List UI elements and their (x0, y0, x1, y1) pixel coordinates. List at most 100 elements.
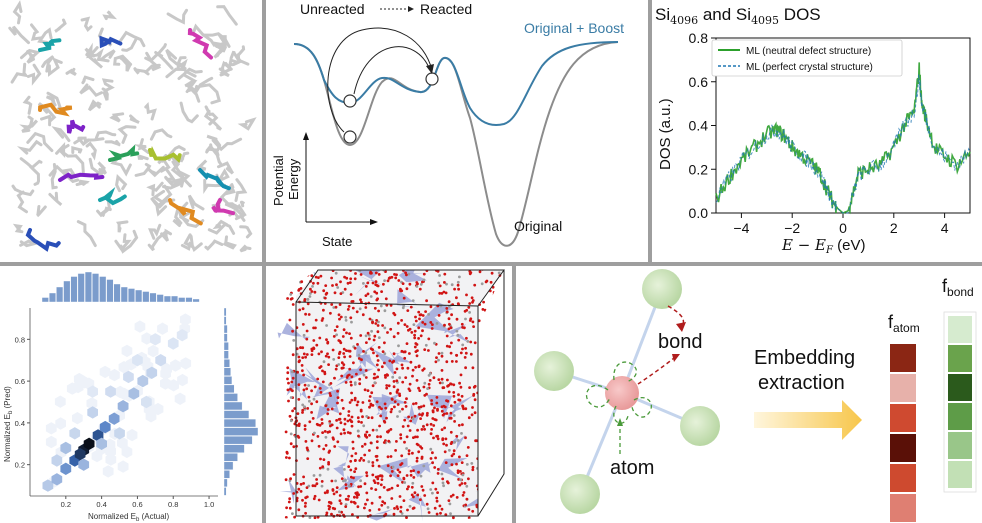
cube-particle (293, 407, 297, 410)
cube-particle (496, 359, 500, 363)
cube-particle (357, 434, 360, 438)
top-hist-bar (41, 297, 49, 303)
cube-particle (493, 344, 497, 348)
gray-chain (175, 151, 190, 165)
cube-particle (392, 352, 396, 356)
cube-particle (358, 270, 362, 273)
original-boost-label: Original + Boost (524, 20, 624, 36)
cube-particle (330, 276, 333, 280)
cube-particle (310, 402, 313, 406)
cube-particle (460, 394, 464, 398)
cube-particle (351, 306, 355, 310)
gray-chain (96, 206, 112, 218)
cube-particle (318, 387, 322, 390)
cube-particle (402, 296, 406, 300)
cube-particle (424, 343, 428, 347)
cube-particle (492, 326, 496, 329)
colored-chain (66, 119, 86, 134)
gray-chain (12, 223, 24, 234)
gray-chain (203, 178, 227, 195)
cube-particle (386, 331, 389, 334)
cube-particle (491, 336, 494, 340)
cube-particle (402, 350, 406, 354)
f-atom-cell (890, 464, 916, 492)
cube-particle (506, 362, 509, 365)
cube-particle (495, 458, 499, 462)
cube-particle (365, 474, 369, 478)
cube-particle (497, 401, 500, 405)
cube-particle (493, 440, 497, 443)
cube-particle (303, 266, 306, 268)
cube-particle (400, 462, 404, 465)
cube-particle (289, 477, 292, 481)
gray-chain (84, 42, 96, 59)
cube-region (477, 466, 503, 476)
parity-y-tick-label: 0.2 (15, 461, 25, 470)
cube-particle (490, 306, 494, 309)
cube-particle (339, 432, 343, 436)
cube-particle (337, 418, 341, 421)
cube-particle (467, 306, 471, 309)
cube-particle (290, 266, 293, 269)
cube-particle (416, 443, 420, 447)
cube-particle (342, 352, 346, 355)
cube-particle (289, 419, 293, 423)
cube-particle (495, 298, 499, 301)
cube-particle (434, 487, 438, 491)
cube-particle (420, 428, 424, 431)
cube-region (300, 371, 339, 399)
cube-particle (287, 381, 290, 385)
cube-particle (339, 315, 343, 319)
cube-particle (289, 387, 292, 391)
cube-particle (400, 454, 404, 458)
cube-particle (396, 468, 400, 472)
cube-particle (411, 417, 415, 421)
cube-particle (366, 498, 369, 502)
cube-particle (435, 512, 439, 516)
top-hist-bar (99, 276, 107, 303)
hexbin-cell (137, 374, 149, 388)
cube-region (437, 458, 468, 479)
y-tick-label: 0.4 (689, 118, 709, 134)
cube-particle (412, 506, 416, 510)
cube-particle (368, 433, 371, 437)
cube-particle (308, 295, 312, 298)
cube-particle (408, 382, 412, 386)
cube-particle (315, 478, 318, 481)
cube-particle (471, 465, 475, 469)
cube-particle (449, 430, 453, 434)
cube-particle (378, 424, 381, 428)
cube-particle (303, 424, 307, 428)
cube-particle (343, 275, 346, 279)
cube-particle (369, 295, 373, 298)
cube-particle (328, 422, 332, 425)
parity-hexbin-chart: 0.2 0.4 0.6 0.8 1.0 0.2 0.4 0.6 0.8 Normalized E… (3, 271, 259, 523)
cube-particle (365, 430, 369, 434)
cube-particle (305, 387, 309, 391)
cube-particle (364, 306, 368, 309)
cube-particle (297, 436, 301, 439)
cube-particle (442, 290, 446, 294)
cube-particle (432, 436, 435, 440)
cube-particle (350, 375, 354, 379)
cube-particle (504, 445, 507, 448)
cube-particle (412, 476, 416, 479)
gray-chain (22, 95, 33, 115)
right-hist-bar (223, 333, 228, 342)
cube-particle (322, 458, 326, 461)
cube-particle (396, 484, 400, 487)
cube-particle (388, 359, 392, 363)
hexbin-cell (152, 402, 164, 416)
cube-particle (291, 303, 295, 306)
cube-particle (455, 360, 458, 363)
cube-particle (423, 322, 427, 326)
cube-particle (406, 424, 410, 428)
cube-particle (297, 508, 301, 512)
cube-particle (500, 455, 503, 459)
cube-particle (340, 366, 344, 370)
cube-particle (481, 308, 485, 311)
cube-particle (483, 494, 486, 498)
cube-particle (419, 313, 423, 317)
dos-y-label: DOS (a.u.) (657, 98, 674, 170)
cube-particle (377, 336, 381, 339)
